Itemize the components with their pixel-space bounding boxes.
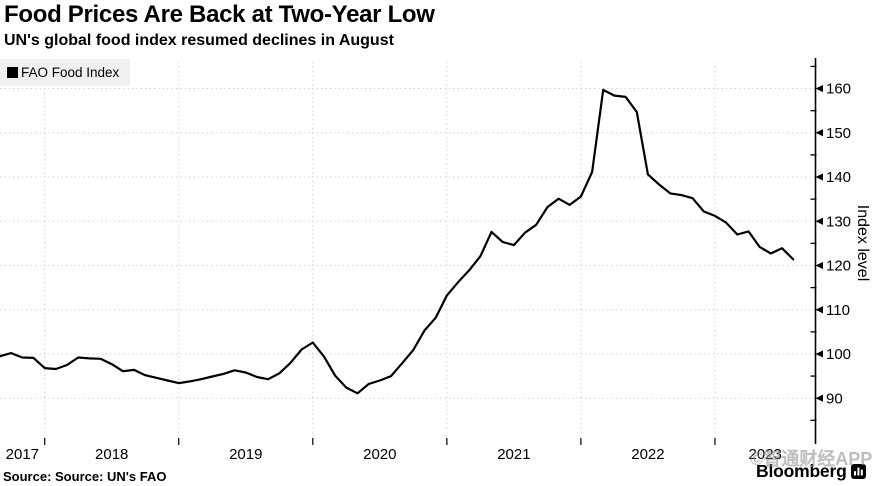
bloomberg-mark-icon [850, 464, 866, 479]
y-tick-label: 150 [826, 125, 851, 142]
y-tick-label: 160 [826, 81, 851, 98]
y-axis: 90 100 110 120 130 140 150 160 Index level [810, 58, 871, 444]
y-tick-label: 120 [826, 258, 851, 275]
x-tick-label: 2023 [749, 446, 782, 463]
gridlines [0, 62, 816, 438]
page-subtitle: UN's global food index resumed declines … [4, 32, 394, 49]
y-tick-label: 90 [826, 390, 843, 407]
series-line [0, 88, 795, 395]
x-tick-label: 2020 [363, 446, 396, 463]
source-note: Source: Source: UN's FAO [3, 469, 167, 484]
legend-series-label: FAO Food Index [21, 65, 120, 80]
x-tick-label: 2018 [95, 446, 128, 463]
legend-series-swatch-icon [7, 67, 18, 78]
x-tick-label: 2022 [631, 446, 664, 463]
page-title: Food Prices Are Back at Two-Year Low [4, 1, 435, 28]
y-tick-label: 100 [826, 346, 851, 363]
y-tick-label: 110 [826, 302, 850, 319]
chart-legend: FAO Food Index [0, 59, 131, 86]
y-axis-title: Index level [854, 205, 871, 282]
x-axis: 2017 2018 2019 2020 2021 2022 2023 [6, 438, 782, 463]
x-tick-label: 2017 [6, 446, 39, 463]
x-tick-label: 2019 [229, 446, 262, 463]
y-tick-label: 130 [826, 213, 851, 230]
bloomberg-wordmark: Bloomberg [756, 461, 847, 481]
fao-index-line [0, 88, 795, 395]
x-tick-label: 2021 [497, 446, 530, 463]
y-tick-label: 140 [826, 169, 851, 186]
bloomberg-logo: Bloomberg [756, 461, 866, 482]
